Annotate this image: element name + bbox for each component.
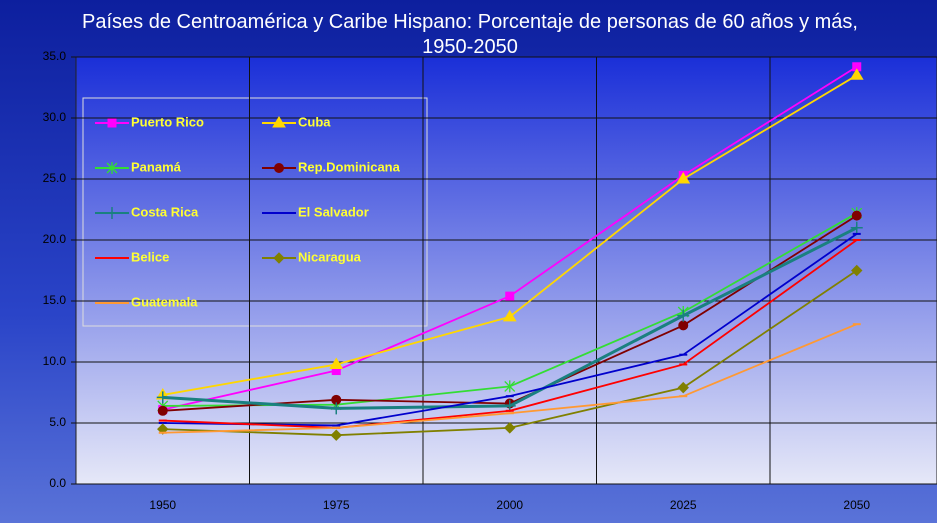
x-tick-label: 1975 <box>323 498 350 512</box>
marker <box>106 162 118 174</box>
legend-box <box>82 97 428 327</box>
y-tick-label: 10.0 <box>43 354 67 368</box>
marker <box>273 252 285 264</box>
y-tick-label: 20.0 <box>43 232 67 246</box>
marker <box>677 309 690 322</box>
marker <box>851 264 863 277</box>
marker <box>274 163 284 173</box>
legend-label: Belice <box>131 249 169 264</box>
marker <box>156 391 169 404</box>
legend-label: Guatemala <box>131 294 198 309</box>
legend-label: Puerto Rico <box>131 114 204 129</box>
legend-label: Cuba <box>298 114 331 129</box>
x-tick-label: 2050 <box>843 498 870 512</box>
y-tick-label: 0.0 <box>49 476 66 490</box>
legend-label: Panamá <box>131 159 182 174</box>
marker <box>329 357 344 369</box>
marker <box>676 172 691 184</box>
x-tick-label: 2025 <box>670 498 697 512</box>
marker <box>157 423 169 435</box>
marker <box>106 207 118 219</box>
y-tick-label: 35.0 <box>43 49 67 63</box>
marker <box>272 116 286 128</box>
y-tick-label: 15.0 <box>43 293 67 307</box>
plot-area <box>75 56 937 485</box>
marker <box>107 118 117 128</box>
legend-label: Costa Rica <box>131 204 199 219</box>
marker <box>502 309 517 322</box>
legend-label: Rep.Dominicana <box>298 159 401 174</box>
marker <box>850 221 863 234</box>
marker <box>330 429 342 441</box>
marker <box>505 291 515 301</box>
marker <box>677 381 689 394</box>
chart-title: Países de Centroamérica y Caribe Hispano… <box>82 11 858 58</box>
marker <box>504 422 516 434</box>
legend-label: Nicaragua <box>298 249 362 264</box>
y-tick-label: 5.0 <box>49 415 66 429</box>
x-tick-label: 2000 <box>496 498 523 512</box>
marker <box>851 210 862 221</box>
marker <box>504 380 516 393</box>
marker <box>157 405 168 416</box>
y-tick-label: 30.0 <box>43 110 67 124</box>
x-tick-label: 1950 <box>149 498 176 512</box>
legend-label: El Salvador <box>298 204 369 219</box>
marker <box>330 402 343 415</box>
y-tick-label: 25.0 <box>43 171 67 185</box>
marker <box>678 320 689 331</box>
marker <box>849 68 864 80</box>
